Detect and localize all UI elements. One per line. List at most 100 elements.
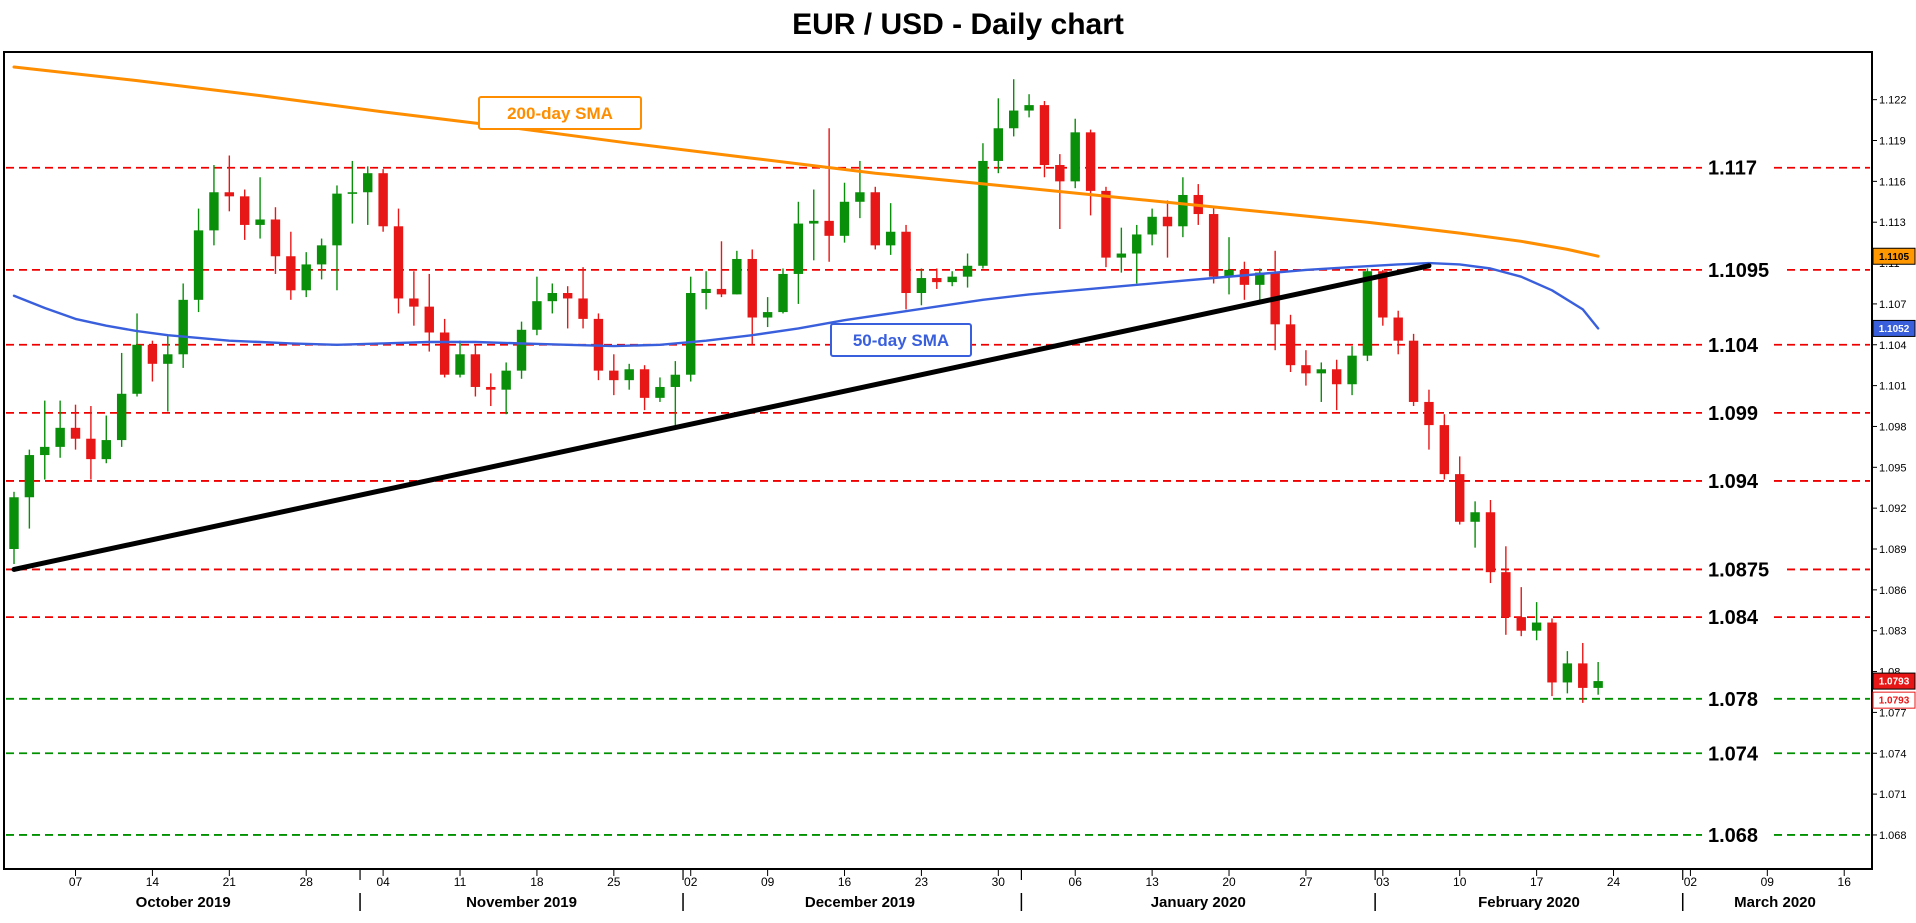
chart-title: EUR / USD - Daily chart	[792, 8, 1124, 41]
candle	[901, 224, 911, 310]
candle-body	[901, 231, 911, 294]
x-axis-label: 07	[69, 875, 83, 889]
candle-body	[885, 231, 896, 246]
candle-body	[1316, 369, 1326, 374]
level-label: 1.084	[1708, 607, 1759, 629]
level-label: 1.099	[1708, 403, 1758, 425]
level-label-bg	[1702, 467, 1773, 494]
candle-body	[486, 386, 496, 390]
candle-body	[455, 354, 465, 375]
y-axis-label: 1.074	[1879, 748, 1907, 760]
candle-body	[163, 354, 173, 364]
candle	[686, 276, 696, 382]
y-axis-label: 1.116	[1879, 176, 1906, 188]
candle-body	[1255, 272, 1265, 285]
x-axis-label: 02	[1684, 875, 1698, 889]
candle	[178, 283, 188, 368]
candle-body	[1593, 681, 1603, 688]
candle-body	[301, 264, 311, 291]
candle-body	[609, 370, 619, 381]
x-axis-label: 24	[1607, 875, 1621, 889]
candle	[1393, 310, 1403, 355]
x-axis-label: 27	[1299, 875, 1313, 889]
candle-body	[947, 276, 957, 283]
price-badge-text: 1.1105	[1879, 252, 1909, 263]
candle	[932, 268, 942, 289]
candle-body	[193, 230, 204, 300]
x-axis-label: 16	[1838, 875, 1852, 889]
candle-body	[363, 173, 373, 193]
candle-body	[1101, 190, 1111, 258]
candle-body	[793, 223, 804, 274]
candle-body	[1039, 105, 1050, 166]
candle	[670, 361, 681, 426]
candle-body	[1024, 105, 1034, 111]
x-axis-label: 10	[1453, 875, 1467, 889]
candle	[1408, 333, 1419, 407]
candle	[209, 165, 219, 246]
candle	[624, 363, 634, 390]
candle	[1578, 642, 1588, 703]
candle-body	[1285, 324, 1296, 366]
candle	[1485, 499, 1496, 584]
candle-body	[1347, 355, 1357, 385]
y-axis-label: 1.122	[1879, 95, 1907, 107]
sma200-label-box	[478, 96, 642, 130]
level-label-bg	[1702, 154, 1773, 181]
candle-body	[1116, 253, 1127, 258]
candle	[1039, 101, 1050, 178]
candle	[101, 415, 111, 464]
candle	[809, 189, 819, 261]
candle-body	[932, 278, 942, 283]
candle-body	[209, 192, 219, 231]
candle	[1347, 346, 1357, 396]
level-label: 1.078	[1708, 689, 1758, 711]
candle-body	[255, 219, 265, 225]
candle	[1162, 200, 1173, 258]
candle-body	[624, 369, 634, 381]
month-label: December 2019	[805, 894, 915, 911]
month-label: October 2019	[136, 894, 231, 911]
candle	[424, 273, 434, 352]
level-label: 1.068	[1708, 825, 1758, 847]
price-badge-text: 1.0793	[1879, 696, 1910, 707]
y-axis-label: 1.068	[1879, 830, 1907, 842]
x-axis-label: 04	[376, 875, 390, 889]
candle-body	[578, 298, 588, 319]
candle-body	[655, 386, 665, 398]
candle-body	[470, 354, 481, 387]
candle-body	[1132, 234, 1142, 254]
plot-border	[3, 51, 1873, 870]
candle-body	[1162, 216, 1173, 227]
candle	[1331, 359, 1342, 411]
level-label-bg	[1702, 604, 1773, 631]
candle	[9, 491, 19, 564]
candle-body	[686, 293, 696, 375]
y-axis-label: 1.077	[1879, 707, 1907, 719]
sma50-line	[12, 261, 1600, 348]
candle-body	[1208, 214, 1219, 277]
x-axis-label: 11	[454, 875, 467, 889]
candle-body	[916, 278, 927, 294]
price-badge-text: 1.1052	[1879, 324, 1910, 335]
month-label: November 2019	[466, 894, 577, 911]
candle	[516, 321, 527, 379]
candle-body	[639, 369, 650, 398]
level-label-bg	[1702, 556, 1785, 583]
candle	[1593, 662, 1603, 695]
candle	[1501, 546, 1511, 635]
level-label: 1.104	[1708, 335, 1759, 357]
y-axis-label: 1.089	[1879, 544, 1907, 556]
price-badge-text: 1.0793	[1879, 677, 1910, 688]
candle-body	[1301, 365, 1311, 374]
y-axis-label: 1.098	[1879, 421, 1907, 433]
y-axis-label: 1.083	[1879, 626, 1907, 638]
candle-body	[1055, 165, 1065, 182]
x-axis-label: 02	[684, 875, 698, 889]
y-axis-label: 1.107	[1879, 299, 1907, 311]
candle-body	[116, 393, 127, 441]
candle	[1362, 268, 1373, 362]
candle-body	[1501, 572, 1511, 618]
candle	[562, 286, 573, 329]
candle-body	[24, 455, 35, 498]
